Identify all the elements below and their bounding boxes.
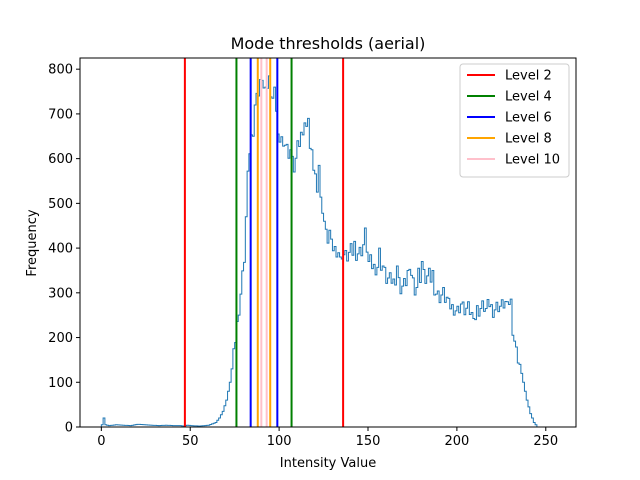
y-tick-label: 400 — [48, 242, 73, 257]
y-axis-title: Frequency — [25, 209, 40, 276]
x-tick-label: 50 — [182, 434, 199, 449]
legend-box — [459, 63, 570, 178]
x-axis: 0 50 100 150 200 250 — [97, 427, 558, 449]
legend-label: Level 8 — [505, 132, 552, 147]
x-tick-label: 150 — [356, 434, 381, 449]
y-tick-label: 200 — [48, 331, 73, 346]
legend-label: Level 2 — [505, 69, 552, 84]
plot-area — [79, 57, 577, 428]
histogram-series — [100, 75, 557, 428]
legend-label: Level 4 — [505, 90, 552, 105]
x-tick-label: 100 — [267, 434, 292, 449]
legend: Level 2 Level 4 Level 6 Level 8 Level 10 — [459, 63, 570, 178]
y-axis: 0 100 200 300 400 500 600 700 800 — [48, 63, 80, 436]
y-tick-label: 700 — [48, 107, 73, 122]
chart-title: Mode thresholds (aerial) — [231, 34, 426, 53]
legend-label: Level 6 — [505, 111, 552, 126]
x-axis-title: Intensity Value — [280, 456, 376, 471]
y-tick-label: 100 — [48, 376, 73, 391]
y-tick-label: 600 — [48, 152, 73, 167]
x-tick-label: 250 — [533, 434, 558, 449]
legend-label: Level 10 — [505, 153, 560, 168]
y-tick-label: 500 — [48, 197, 73, 212]
y-tick-label: 300 — [48, 286, 73, 301]
x-tick-label: 0 — [97, 434, 105, 449]
y-tick-label: 800 — [48, 63, 73, 78]
x-tick-label: 200 — [444, 434, 469, 449]
plot-frame — [79, 57, 577, 428]
y-tick-label: 0 — [65, 421, 73, 436]
